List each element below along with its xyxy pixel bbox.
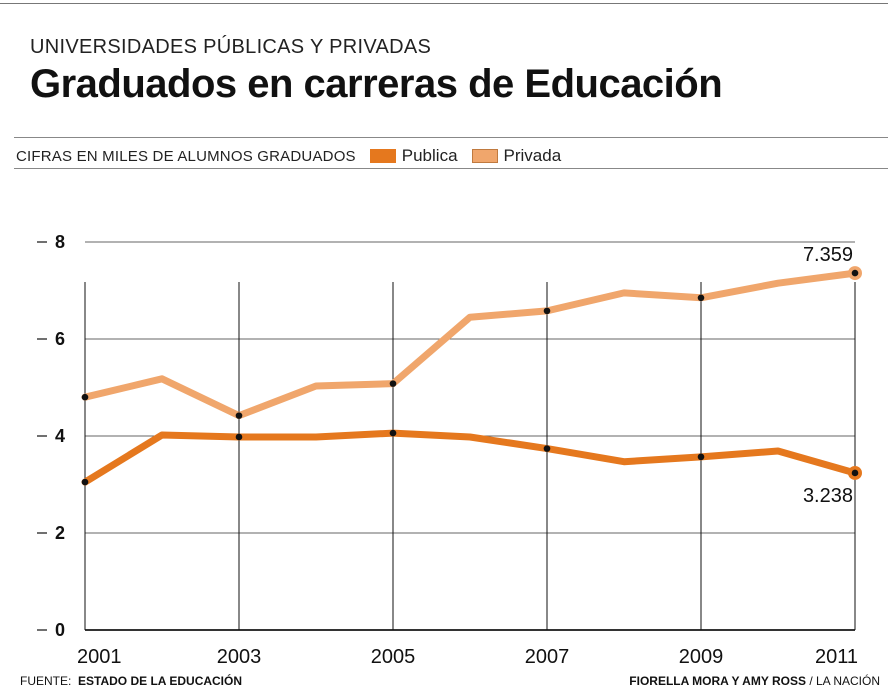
units-label: CIFRAS EN MILES DE ALUMNOS GRADUADOS [16, 147, 356, 165]
point-publica-2011 [851, 469, 859, 477]
point-publica-2007 [543, 445, 551, 452]
point-privada-2007 [543, 307, 551, 315]
point-privada-2009 [697, 294, 705, 302]
x-tick-label-2009: 2009 [679, 646, 724, 668]
x-tick-label-2005: 2005 [371, 646, 416, 668]
footer-source: FUENTE: ESTADO DE LA EDUCACIÓN [20, 674, 242, 688]
point-publica-2001 [81, 478, 89, 486]
x-tick-label-2007: 2007 [525, 646, 570, 668]
legend-swatch-publica [369, 149, 396, 163]
point-publica-2009 [697, 453, 705, 461]
legend-item-publica: Publica [369, 146, 458, 166]
series-line-publica [81, 429, 859, 486]
legend-swatch-privada [471, 149, 498, 163]
point-privada-2001 [81, 393, 89, 401]
point-publica-2003 [235, 433, 243, 441]
point-privada-2003 [235, 412, 243, 419]
point-publica-2005 [389, 429, 397, 437]
legend-row: CIFRAS EN MILES DE ALUMNOS GRADUADOS Pub… [16, 145, 561, 167]
x-tick-label-2003: 2003 [217, 646, 262, 668]
top-rule [0, 3, 888, 4]
authors: FIORELLA MORA Y AMY ROSS [629, 674, 806, 688]
footer-credits: FIORELLA MORA Y AMY ROSS / LA NACIÓN [629, 674, 880, 688]
annotation-publica: 3.238 [803, 485, 853, 507]
annotation-privada: 7.359 [803, 244, 853, 266]
y-tick-label-0: 0 [55, 620, 65, 640]
y-tick-label-6: 6 [55, 329, 65, 349]
legend-label-privada: Privada [503, 146, 562, 165]
series-line-privada [81, 269, 859, 420]
point-privada-2011 [851, 269, 859, 277]
chart-subtitle: UNIVERSIDADES PÚBLICAS Y PRIVADAS [30, 36, 432, 58]
point-privada-2005 [389, 380, 397, 387]
header-rule [14, 137, 888, 138]
legend-item-privada: Privada [471, 146, 562, 166]
legend-rule [14, 168, 888, 169]
outlet: / LA NACIÓN [809, 674, 880, 688]
source-label: FUENTE: [20, 674, 72, 688]
y-tick-label-4: 4 [55, 426, 65, 446]
source-value: ESTADO DE LA EDUCACIÓN [78, 674, 243, 688]
chart-title: Graduados en carreras de Educación [30, 62, 723, 106]
y-tick-label-8: 8 [55, 232, 65, 252]
x-tick-label-2011: 2011 [815, 646, 858, 668]
x-tick-label-2001: 2001 [77, 646, 122, 668]
legend-label-publica: Publica [401, 146, 458, 165]
y-tick-label-2: 2 [55, 523, 65, 543]
